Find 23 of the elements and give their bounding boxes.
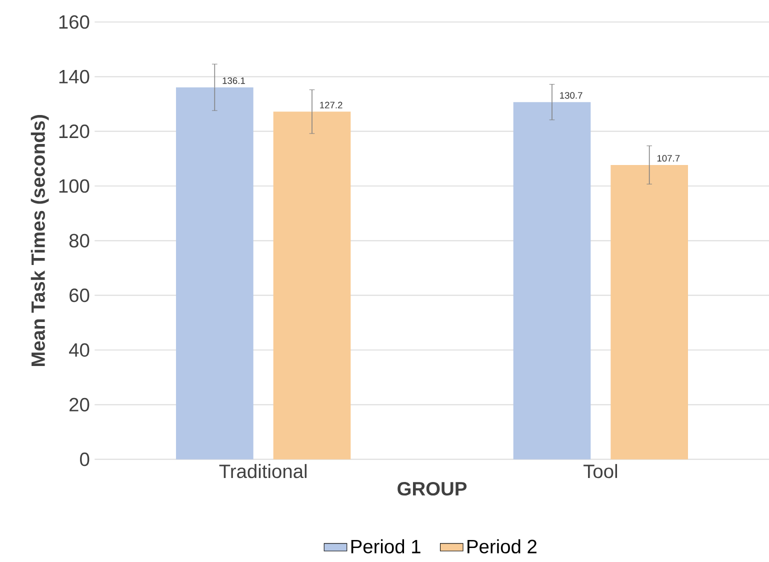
y-axis-title: Mean Task Times (seconds)	[30, 115, 49, 366]
x-tick-label: Tool	[583, 464, 618, 478]
legend-label: Period 1	[351, 539, 420, 554]
data-label: 107.7	[657, 154, 680, 162]
y-tick-label: 160	[59, 15, 90, 29]
y-tick-label: 20	[70, 398, 90, 412]
y-tick-label: 0	[80, 452, 90, 466]
x-tick-label: Traditional	[219, 464, 307, 478]
x-axis-title: GROUP	[398, 482, 467, 496]
y-tick-label: 100	[59, 179, 90, 193]
y-tick-label: 80	[69, 234, 90, 248]
bar	[513, 102, 591, 460]
bar	[176, 87, 254, 460]
data-label: 130.7	[560, 92, 582, 99]
y-tick-label: 60	[70, 288, 90, 302]
data-label: 136.1	[222, 77, 245, 84]
y-tick-label: 140	[59, 70, 90, 84]
data-label: 127.2	[320, 102, 342, 108]
y-tick-label: 40	[69, 343, 90, 357]
y-tick-label: 120	[59, 124, 90, 138]
bar	[273, 112, 351, 460]
legend-label: Period 2	[468, 539, 536, 554]
bar	[610, 164, 688, 460]
